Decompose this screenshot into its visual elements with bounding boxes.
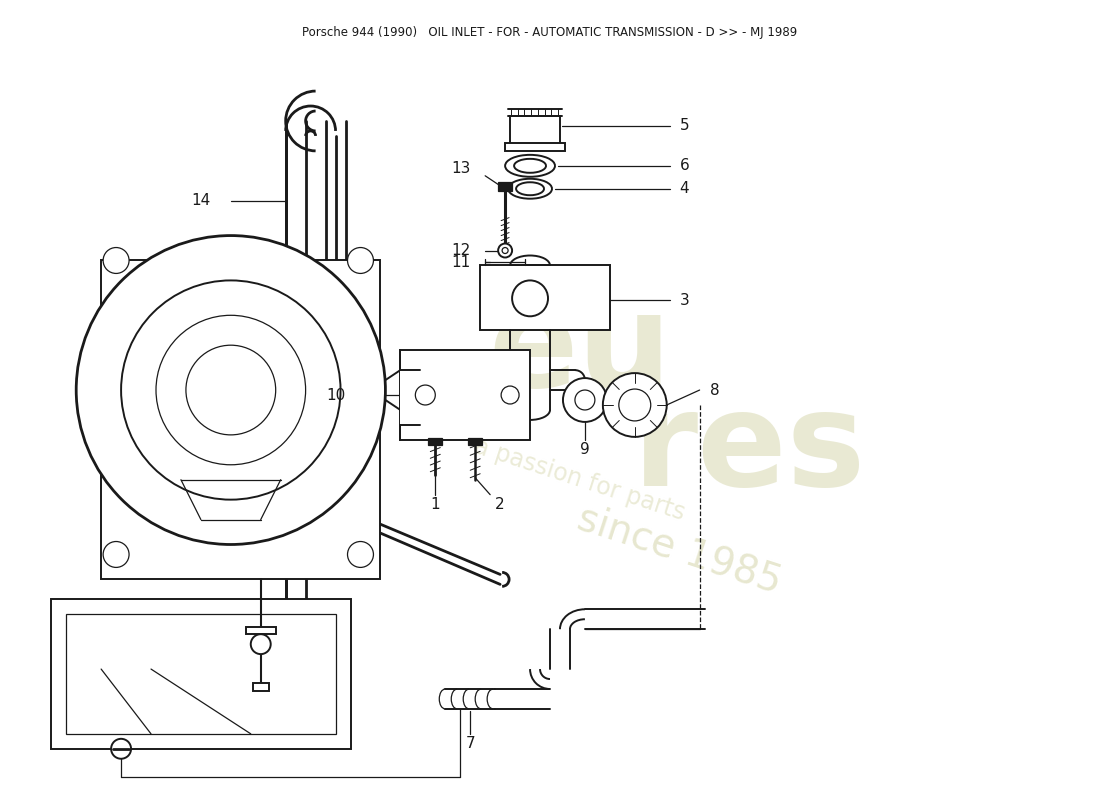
Circle shape (103, 542, 129, 567)
Bar (400, 350, 530, 440)
Text: eu: eu (488, 286, 672, 414)
Text: 2: 2 (495, 497, 505, 512)
Circle shape (498, 243, 513, 258)
Bar (505, 143, 565, 151)
Bar (66, 614, 336, 734)
Circle shape (186, 345, 276, 435)
Bar (101, 261, 381, 579)
Circle shape (348, 247, 373, 274)
Circle shape (416, 385, 436, 405)
Circle shape (502, 386, 519, 404)
Circle shape (563, 378, 607, 422)
Bar (510, 116, 560, 146)
Text: 1: 1 (430, 497, 440, 512)
Bar (481, 266, 609, 330)
Circle shape (111, 739, 131, 758)
Text: 5: 5 (680, 118, 690, 134)
Text: 3: 3 (680, 293, 690, 308)
Circle shape (603, 373, 667, 437)
Circle shape (575, 390, 595, 410)
Text: since 1985: since 1985 (573, 498, 786, 600)
Text: 8: 8 (710, 382, 719, 398)
Text: 14: 14 (191, 193, 211, 208)
Circle shape (348, 542, 373, 567)
Text: 10: 10 (327, 387, 345, 402)
Circle shape (76, 235, 385, 545)
Circle shape (502, 247, 508, 254)
Text: 9: 9 (580, 442, 590, 458)
Text: a passion for parts: a passion for parts (472, 434, 689, 525)
Bar (428, 438, 442, 445)
Text: 13: 13 (451, 162, 470, 176)
Text: 12: 12 (451, 243, 470, 258)
Bar (400, 370, 420, 425)
Bar (52, 599, 351, 749)
Text: Porsche 944 (1990)   OIL INLET - FOR - AUTOMATIC TRANSMISSION - D >> - MJ 1989: Porsche 944 (1990) OIL INLET - FOR - AUT… (302, 26, 798, 39)
Circle shape (121, 281, 341, 500)
Circle shape (103, 247, 129, 274)
Text: res: res (632, 386, 866, 514)
Text: 4: 4 (680, 182, 690, 196)
Circle shape (156, 315, 306, 465)
Circle shape (251, 634, 271, 654)
Bar (253, 683, 268, 691)
Bar (245, 627, 276, 634)
Bar (469, 438, 482, 445)
Text: 7: 7 (465, 736, 475, 751)
Bar (498, 182, 513, 190)
Text: 11: 11 (451, 255, 470, 270)
Circle shape (513, 281, 548, 316)
Circle shape (619, 389, 651, 421)
Text: 6: 6 (680, 158, 690, 174)
